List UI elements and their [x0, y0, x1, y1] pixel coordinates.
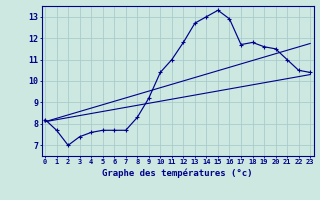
- X-axis label: Graphe des températures (°c): Graphe des températures (°c): [102, 168, 253, 178]
